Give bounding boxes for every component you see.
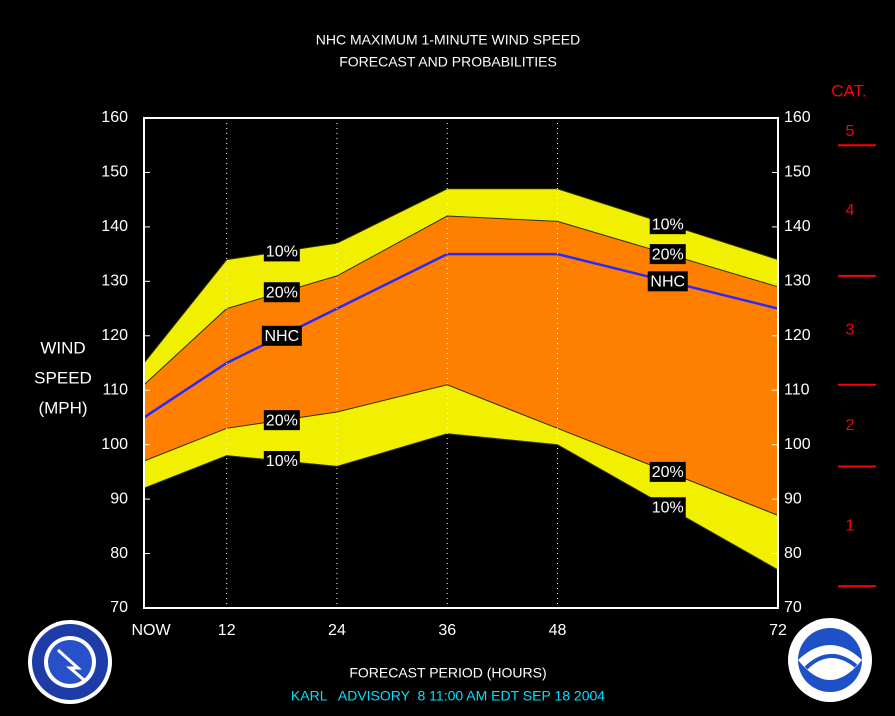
series-label: 20% xyxy=(652,464,684,481)
label-box xyxy=(649,214,686,235)
y-tick-label: 70 xyxy=(110,599,128,616)
label-box xyxy=(263,241,300,262)
nws-logo xyxy=(28,620,112,704)
y2-tick-label: 120 xyxy=(784,327,811,344)
series-label: 10% xyxy=(652,216,684,233)
y-tick-label: 160 xyxy=(101,109,128,126)
y2-tick-label: 70 xyxy=(784,599,802,616)
category-label: 4 xyxy=(846,202,855,219)
category-label: 2 xyxy=(846,417,855,434)
x-tick-label: 36 xyxy=(438,622,456,639)
series-label: 10% xyxy=(652,499,684,516)
y2-tick-label: 150 xyxy=(784,164,811,181)
x-tick-label: 48 xyxy=(549,622,567,639)
y2-tick-label: 140 xyxy=(784,218,811,235)
band-edge xyxy=(143,215,779,386)
y-axis-label: SPEED xyxy=(34,368,92,387)
label-box xyxy=(263,282,300,303)
label-box xyxy=(261,325,302,346)
x-tick-label: 72 xyxy=(769,622,787,639)
category-label: 1 xyxy=(846,518,855,535)
x-axis-label: FORECAST PERIOD (HOURS) xyxy=(349,665,546,681)
band-edge xyxy=(143,188,779,364)
label-box xyxy=(647,271,688,292)
y-tick-label: 110 xyxy=(102,381,128,398)
y-axis-label: (MPH) xyxy=(38,398,87,417)
series-label: 20% xyxy=(652,246,684,263)
forecast-line xyxy=(143,252,779,419)
series-label: 20% xyxy=(266,284,298,301)
y2-tick-label: 110 xyxy=(784,381,810,398)
plot-area: 10% 10% 20% 20% NHC 10% 10% 20% 20% NHC xyxy=(143,188,779,571)
y-tick-label: 100 xyxy=(101,436,128,453)
series-label: 10% xyxy=(266,244,298,261)
category-label: 5 xyxy=(846,123,855,140)
footer: KARL ADVISORY 8 11:00 AM EDT SEP 18 2004 xyxy=(291,688,605,704)
label-box xyxy=(263,410,300,431)
y2-tick-label: 80 xyxy=(784,545,802,562)
plot-frame xyxy=(143,117,779,609)
y-tick-label: 80 xyxy=(110,545,128,562)
y-tick-label: 90 xyxy=(110,490,128,507)
y-tick-label: 140 xyxy=(101,218,128,235)
x-tick-label: 12 xyxy=(218,622,236,639)
y-tick-label: 130 xyxy=(101,273,128,290)
chart-subtitle: FORECAST AND PROBABILITIES xyxy=(339,54,557,70)
noaa-logo xyxy=(788,618,872,702)
series-label: 20% xyxy=(266,412,298,429)
y-tick-label: 120 xyxy=(101,327,128,344)
y-axis-label: WIND xyxy=(40,338,85,357)
label-box xyxy=(263,451,300,471)
category-label: 3 xyxy=(846,322,855,339)
band-area xyxy=(144,216,778,516)
series-label: NHC xyxy=(264,328,299,345)
y2-tick-label: 100 xyxy=(784,436,811,453)
label-box xyxy=(649,244,686,265)
label-box xyxy=(649,497,686,518)
band-edge xyxy=(143,433,779,571)
y2-tick-label: 130 xyxy=(784,273,811,290)
label-box xyxy=(649,461,686,482)
category-title: CAT. xyxy=(831,81,867,100)
x-tick-label: 24 xyxy=(328,622,346,639)
band-edge xyxy=(143,384,779,516)
series-label: 10% xyxy=(266,453,298,470)
series-label: NHC xyxy=(650,274,685,291)
y2-tick-label: 90 xyxy=(784,490,802,507)
y2-tick-label: 160 xyxy=(784,109,811,126)
x-tick-label: NOW xyxy=(131,622,171,639)
y-tick-label: 150 xyxy=(101,164,128,181)
chart-title: NHC MAXIMUM 1-MINUTE WIND SPEED xyxy=(316,32,580,48)
